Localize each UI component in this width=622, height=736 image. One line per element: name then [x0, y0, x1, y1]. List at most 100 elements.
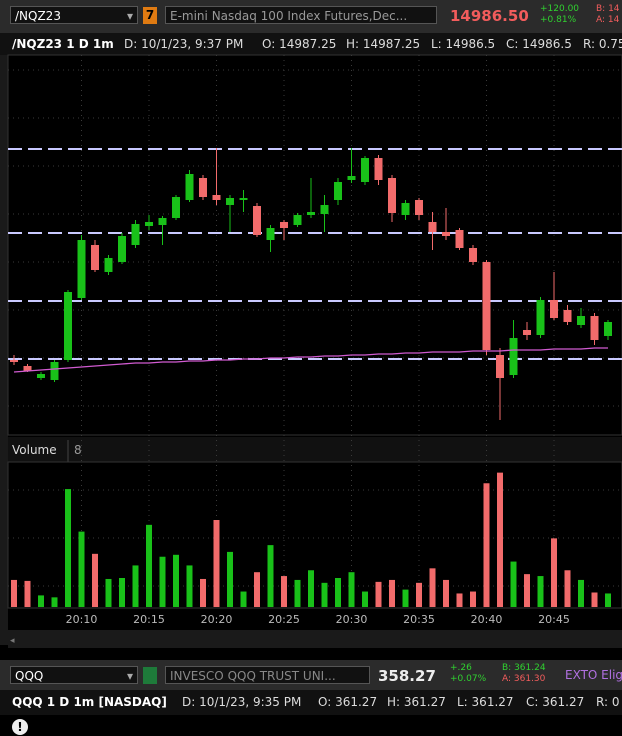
volume-bar	[537, 576, 544, 607]
bid: B: 14	[596, 4, 620, 14]
qqq-info-bar: QQQ 1 D 1m [NASDAQ] D: 10/1/23, 9:35 PM …	[0, 690, 622, 715]
volume-bar	[429, 568, 436, 607]
candle-body	[253, 206, 261, 235]
volume-bar	[294, 579, 301, 607]
candle-body	[212, 195, 221, 200]
alert-icon[interactable]: !	[12, 719, 28, 735]
volume-bar	[497, 472, 503, 607]
qqq-ask: A: 361.30	[502, 674, 546, 684]
volume-bar	[605, 593, 611, 607]
volume-bar	[402, 589, 409, 607]
volume-bar	[389, 579, 395, 607]
candle-body	[428, 222, 437, 232]
candle-body	[239, 198, 248, 200]
candle-body	[293, 215, 302, 225]
candle-body	[91, 245, 99, 270]
volume-bar	[335, 578, 341, 607]
symbol: /NQZ23	[15, 9, 61, 23]
volume-bar	[564, 570, 571, 607]
qqq-bid: B: 361.24	[502, 663, 546, 673]
candle-body	[455, 230, 464, 248]
dropdown-arrow[interactable]: ▾	[126, 9, 133, 23]
candle-body	[401, 203, 410, 215]
scrollbar[interactable]	[8, 630, 622, 648]
candle-body	[523, 330, 531, 335]
qqq-close: C: 361.27	[526, 695, 585, 709]
symbol-box[interactable]: /NQZ23 ▾	[10, 6, 138, 24]
x-tick-label: 20:35	[403, 613, 435, 626]
side-strip	[0, 55, 8, 645]
qqq-change: +.26	[450, 663, 472, 673]
volume-bar	[227, 551, 233, 607]
volume-bar	[119, 578, 125, 607]
candle-body	[320, 205, 329, 214]
description: E-mini Nasdaq 100 Index Futures,Dec...	[165, 6, 437, 24]
volume-bar	[321, 582, 328, 607]
volume-bar	[173, 554, 179, 607]
qqq-icon[interactable]	[143, 667, 157, 684]
volume-bar	[416, 582, 422, 607]
candle-body	[563, 310, 572, 322]
volume-bar	[591, 592, 598, 607]
volume-bar	[362, 591, 368, 607]
candle-body	[334, 182, 342, 200]
x-tick-label: 20:25	[268, 613, 300, 626]
volume-bar	[470, 591, 476, 607]
candle-body	[266, 228, 275, 240]
candle-body	[131, 224, 140, 245]
candle-body	[226, 198, 234, 205]
x-tick-label: 20:10	[66, 613, 98, 626]
volume-bar	[65, 489, 71, 607]
high: H: 14987.25	[346, 37, 421, 51]
volume-bar	[443, 579, 449, 607]
volume-bar	[159, 556, 166, 607]
qqq-title: QQQ 1 D 1m [NASDAQ]	[12, 695, 167, 709]
candle-body	[374, 158, 383, 180]
volume-bar	[551, 538, 557, 607]
candle-body	[104, 258, 113, 272]
badge[interactable]: 7	[143, 7, 157, 24]
candle-body	[23, 366, 32, 371]
x-tick-label: 20:20	[201, 613, 233, 626]
qqq-pct-change: +0.07%	[450, 674, 487, 684]
net-change: +120.00	[540, 4, 580, 14]
dropdown-arrow[interactable]: ▾	[126, 669, 133, 683]
candle-body	[469, 248, 477, 262]
volume-bar	[348, 572, 355, 607]
qqq-symbol-box[interactable]: QQQ ▾	[10, 666, 138, 684]
candle-body	[37, 374, 45, 378]
candle-body	[496, 355, 504, 378]
qqq-open: O: 361.27	[318, 695, 378, 709]
volume-bar	[254, 572, 260, 607]
volume-bar	[78, 531, 85, 607]
volume-bar	[578, 579, 584, 607]
candle-body	[307, 212, 315, 215]
volume-bar	[200, 578, 206, 607]
volume-header-bg	[8, 437, 622, 462]
scroll-left[interactable]: ◂	[10, 636, 15, 646]
candle-body	[590, 316, 599, 340]
candle-body	[158, 218, 167, 225]
candle-body	[415, 200, 423, 215]
qqq-description: INVESCO QQQ TRUST UNI...	[165, 666, 370, 684]
candle-body	[442, 232, 450, 236]
candle-body	[482, 262, 491, 350]
volume-bar	[38, 595, 44, 607]
qqq-badge: EXTO Elig	[565, 668, 622, 682]
volume-bar	[213, 520, 220, 607]
candle-body	[280, 222, 288, 228]
open: O: 14987.25	[262, 37, 337, 51]
pct-change: +0.81%	[540, 15, 577, 25]
candle-body	[77, 240, 86, 298]
volume-bar	[105, 578, 112, 607]
qqq-symbol: QQQ	[15, 669, 44, 683]
volume-bar	[456, 593, 463, 607]
last-price: 14986.50	[450, 7, 529, 25]
chart: Volume 8 ◂ 20:10 20:15 20:20 20:25 20:30 20:3…	[0, 54, 622, 648]
volume-panel	[7, 461, 622, 609]
low: L: 14986.5	[431, 37, 496, 51]
volume-bar	[308, 570, 314, 607]
candle-body	[185, 174, 194, 200]
qqq-date: D: 10/1/23, 9:35 PM	[182, 695, 302, 709]
